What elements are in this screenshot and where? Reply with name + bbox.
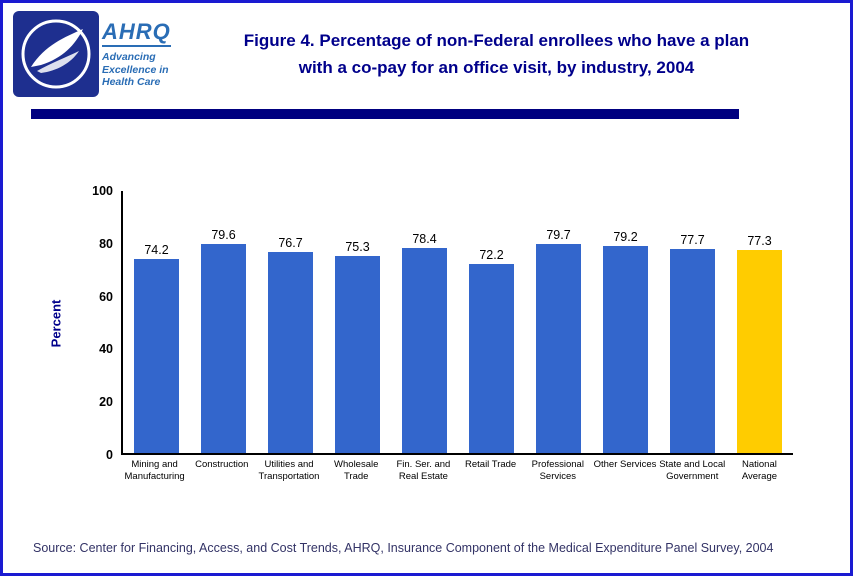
x-axis-category-label: Mining and Manufacturing <box>124 459 185 483</box>
x-axis-category-label: State and Local Government <box>659 459 726 483</box>
bar-column: 77.7 <box>659 191 726 453</box>
y-tick-label: 60 <box>99 289 113 304</box>
x-axis-category-label: Professional Services <box>531 459 584 483</box>
ahrq-tagline: Advancing Excellence in Health Care <box>102 51 171 89</box>
bar-value-label: 79.7 <box>546 228 571 243</box>
bar <box>200 244 247 453</box>
ahrq-tagline-line1: Advancing <box>102 51 156 63</box>
bar-column: 79.7 <box>525 191 592 453</box>
bar-chart: Percent 100 80 60 40 20 0 74.2 79.6 76.7 75.3 78.… <box>31 184 850 462</box>
bar <box>602 245 649 453</box>
x-axis-category-label: Construction <box>195 459 249 470</box>
bar-column: 72.2 <box>458 191 525 453</box>
source-note: Source: Center for Financing, Access, an… <box>33 541 774 555</box>
bar-column: 78.4 <box>391 191 458 453</box>
bar <box>401 247 448 453</box>
bar-column: 75.3 <box>324 191 391 453</box>
y-axis-ticks: 100 80 60 40 20 0 <box>81 184 121 462</box>
x-axis-category-label: Utilities and Transportation <box>258 459 320 483</box>
header: AHRQ Advancing Excellence in Health Care… <box>3 3 850 101</box>
page-title-line2: with a co-pay for an office visit, by in… <box>298 58 695 78</box>
ahrq-tagline-line3: Health Care <box>102 76 161 89</box>
y-tick-label: 20 <box>99 395 113 410</box>
y-axis-title: Percent <box>48 299 64 347</box>
logo-block: AHRQ Advancing Excellence in Health Care <box>13 11 181 101</box>
bar <box>468 263 515 453</box>
bar <box>267 252 314 453</box>
bar-column: 79.2 <box>592 191 659 453</box>
bar-national-average <box>736 250 783 453</box>
page-title: Figure 4. Percentage of non-Federal enro… <box>181 11 840 101</box>
hhs-seal-icon <box>13 11 99 97</box>
bar-value-label: 79.6 <box>211 228 236 243</box>
header-divider-bar <box>31 109 739 119</box>
bar-column: 77.3 <box>726 191 793 453</box>
bar <box>535 244 582 453</box>
bar-value-label: 79.2 <box>613 229 638 244</box>
bar <box>133 258 180 453</box>
x-axis-category-label: National Average <box>741 459 778 483</box>
bar-value-label: 72.2 <box>479 247 504 262</box>
bar-value-label: 75.3 <box>345 239 370 254</box>
x-axis-category-label: Fin. Ser. and Real Estate <box>396 459 451 483</box>
y-tick-label: 0 <box>106 448 113 462</box>
bar-column: 74.2 <box>123 191 190 453</box>
bar-value-label: 77.7 <box>680 233 705 248</box>
bar-column: 76.7 <box>257 191 324 453</box>
bar-value-label: 78.4 <box>412 231 437 246</box>
x-axis-category-label: Wholesale Trade <box>334 459 379 483</box>
ahrq-logo: AHRQ Advancing Excellence in Health Care <box>102 11 171 101</box>
bar <box>334 255 381 453</box>
y-axis-title-wrap: Percent <box>31 191 81 455</box>
ahrq-wordmark: AHRQ <box>102 21 171 47</box>
bar <box>669 249 716 453</box>
x-axis-labels: Mining and Manufacturing Construction Util… <box>121 459 793 484</box>
bar-value-label: 74.2 <box>144 242 169 257</box>
y-tick-label: 80 <box>99 236 113 251</box>
ahrq-tagline-line2: Excellence in <box>102 63 169 76</box>
x-axis-category-label: Retail Trade <box>465 459 517 470</box>
plot-area: 74.2 79.6 76.7 75.3 78.4 72.2 79.7 79.2 77.7 77.3 <box>121 191 793 455</box>
bar-value-label: 77.3 <box>747 234 772 249</box>
page-title-line1: Figure 4. Percentage of non-Federal enro… <box>243 31 750 50</box>
bar-column: 79.6 <box>190 191 257 453</box>
y-tick-label: 100 <box>92 184 113 198</box>
bar-value-label: 76.7 <box>278 236 303 251</box>
x-axis-category-label: Other Services <box>593 459 657 470</box>
y-tick-label: 40 <box>99 342 113 357</box>
